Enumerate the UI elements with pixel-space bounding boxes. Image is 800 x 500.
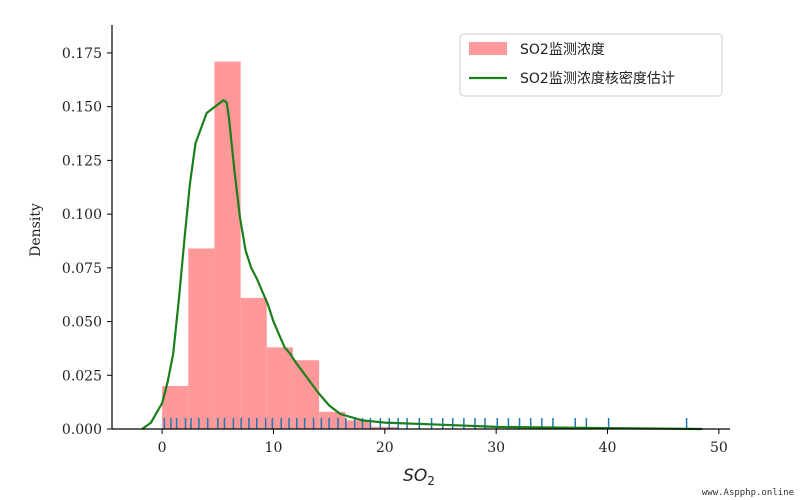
histogram-bar-8 [345, 420, 372, 429]
y-tick-label: 0.175 [62, 46, 102, 62]
x-tick-label: 30 [487, 440, 505, 456]
histogram-bars [162, 61, 398, 429]
x-tick-label: 20 [376, 440, 394, 456]
y-tick-label: 0.000 [62, 422, 102, 438]
x-tick-label: 0 [158, 440, 167, 456]
histogram-bar-4 [240, 297, 267, 429]
y-tick-label: 0.025 [62, 368, 102, 384]
x-tick-label: 50 [710, 440, 728, 456]
kde-line [141, 99, 703, 431]
y-tick-label: 0.125 [62, 153, 102, 169]
legend-hist-swatch [469, 42, 507, 55]
y-tick-label: 0.100 [62, 207, 102, 223]
legend-kde-label: SO2监测浓度核密度估计 [520, 70, 675, 87]
y-ticks: 0.000 0.025 0.050 0.075 0.100 0.125 0.150 0.175 [62, 46, 112, 438]
histogram-bar-3 [214, 61, 241, 429]
y-tick-label: 0.150 [62, 100, 102, 116]
x-axis-label: SO2 [403, 466, 435, 488]
watermark-text: www.Aspphp.online [701, 488, 794, 498]
x-tick-label: 10 [265, 440, 283, 456]
histogram-bar-2 [188, 248, 215, 429]
histogram-bar-1 [162, 386, 189, 429]
axes [111, 25, 730, 430]
kde-curve-layer [141, 99, 703, 431]
legend-hist-label: SO2监测浓度 [520, 42, 605, 58]
legend: SO2监测浓度 SO2监测浓度核密度估计 [459, 33, 723, 97]
x-axis-label-subscript: 2 [427, 474, 435, 488]
x-axis-label-main: SO [403, 466, 427, 486]
histogram-bar-5 [266, 347, 293, 429]
y-tick-label: 0.075 [62, 261, 102, 277]
histogram-bar-6 [292, 360, 320, 429]
x-tick-label: 40 [599, 440, 617, 456]
x-ticks: 0 10 20 30 40 50 [158, 429, 728, 456]
legend-box [459, 33, 723, 97]
histogram-bar-9 [371, 426, 398, 429]
y-axis-label: Density [28, 203, 44, 257]
y-tick-label: 0.050 [62, 315, 102, 331]
